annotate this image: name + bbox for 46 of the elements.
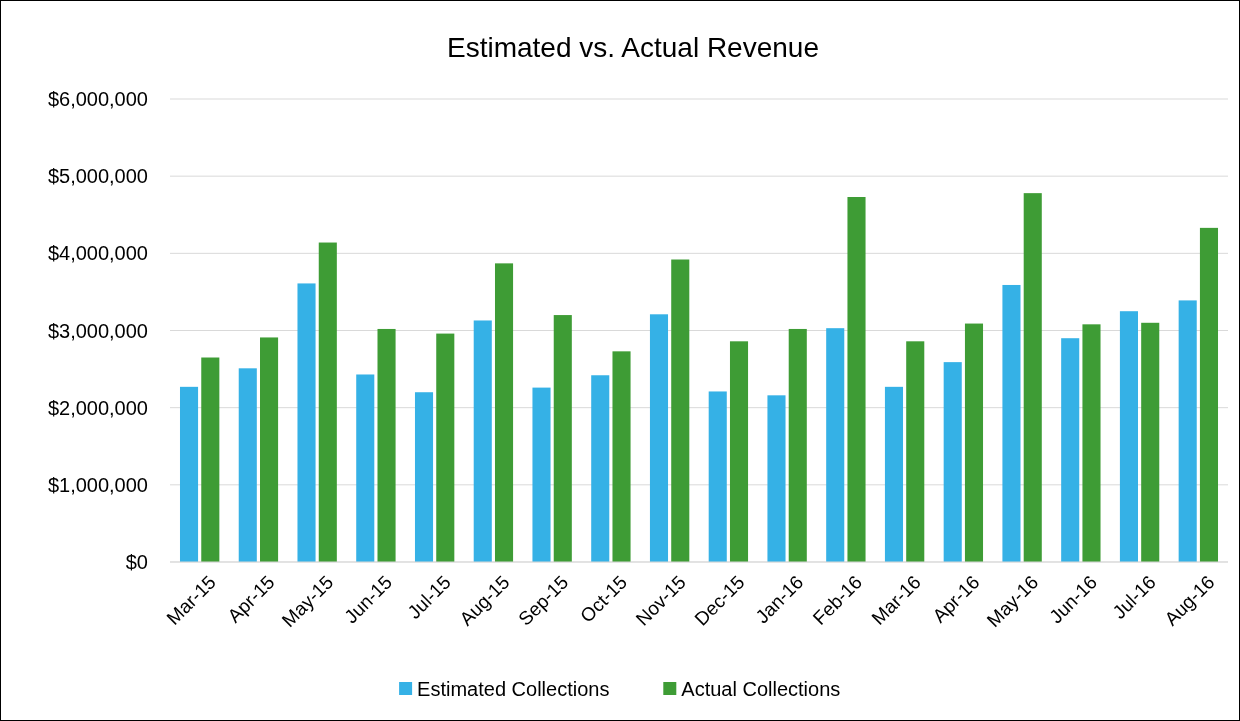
bar	[729, 341, 749, 562]
bar	[964, 323, 984, 562]
bar	[591, 375, 610, 562]
bar	[1119, 311, 1138, 562]
bar	[356, 374, 375, 562]
bar	[1061, 338, 1080, 562]
y-tick-label: $4,000,000	[47, 242, 148, 265]
bar	[436, 333, 455, 562]
y-tick-label: $2,000,000	[47, 396, 148, 419]
bar	[1002, 284, 1021, 562]
legend-label: Actual Collections	[681, 678, 841, 700]
bar	[1178, 300, 1197, 562]
bar	[1082, 324, 1101, 562]
bar	[708, 391, 727, 562]
bar	[612, 351, 631, 562]
bar	[649, 314, 669, 562]
bar	[826, 328, 845, 562]
bar	[906, 341, 925, 562]
chart-title: Estimated vs. Actual Revenue	[447, 32, 819, 63]
bar	[671, 259, 690, 562]
y-tick-label: $0	[125, 551, 148, 573]
bar	[297, 283, 316, 562]
bar	[473, 320, 492, 562]
bar	[1141, 322, 1160, 562]
bar	[201, 357, 220, 562]
bar	[532, 387, 551, 562]
bar	[1023, 193, 1042, 562]
bar	[377, 328, 396, 562]
legend-label: Estimated Collections	[417, 678, 610, 700]
bar	[847, 197, 866, 562]
bar	[318, 242, 337, 562]
bar	[260, 337, 279, 562]
y-tick-label: $5,000,000	[47, 165, 148, 188]
bar	[553, 315, 572, 562]
y-tick-label: $3,000,000	[47, 319, 148, 342]
bar	[767, 395, 786, 562]
bar	[414, 392, 434, 562]
bar	[494, 263, 514, 562]
y-tick-label: $1,000,000	[47, 473, 148, 496]
bar	[179, 386, 199, 562]
bar	[1199, 227, 1219, 562]
y-tick-label: $6,000,000	[47, 88, 148, 110]
bar	[238, 368, 257, 562]
bar	[943, 362, 962, 562]
bar	[884, 386, 904, 562]
bar	[788, 328, 807, 562]
